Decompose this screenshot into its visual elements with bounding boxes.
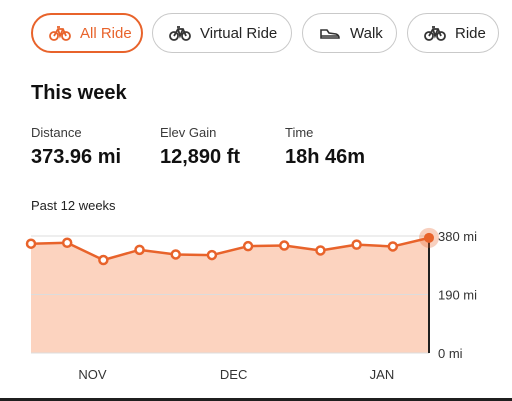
data-point: [61, 237, 73, 249]
section-heading: This week: [31, 82, 127, 104]
time-label: Time: [285, 125, 314, 140]
data-point: [170, 249, 181, 260]
x-tick-label: DEC: [220, 367, 247, 382]
y-tick-label: 380 mi: [438, 229, 477, 244]
shoe-icon: [319, 25, 341, 41]
data-point: [315, 245, 326, 256]
data-point: [206, 249, 218, 261]
data-point: [134, 244, 145, 256]
data-point: [351, 239, 362, 250]
filter-chip-virtual-ride[interactable]: Virtual Ride: [152, 13, 292, 53]
area-fill: [31, 237, 429, 353]
distance-value: 373.96 mi: [31, 146, 122, 168]
distance-label: Distance: [31, 125, 82, 140]
data-point: [424, 232, 434, 243]
bike-icon: [49, 25, 71, 41]
series-line: [30, 236, 430, 262]
data-point: [242, 240, 254, 252]
filter-chip-label: All Ride: [80, 24, 132, 42]
time-value: 18h 46m: [285, 146, 366, 168]
data-point: [25, 238, 37, 249]
bike-icon: [424, 25, 446, 41]
filter-chip-all-ride[interactable]: All Ride: [31, 13, 143, 53]
filter-chip-label: Virtual Ride: [200, 24, 278, 42]
bottom-divider: [0, 398, 512, 401]
x-tick-label: NOV: [78, 367, 107, 382]
filter-chip-label: Ride: [455, 24, 486, 42]
y-tick-label: 190 mi: [438, 288, 477, 303]
data-point: [98, 254, 109, 266]
filter-chip-label: Walk: [350, 24, 383, 42]
weekly-distance-chart: 380 mi 190 mi 0 mi NOV DEC JAN: [25, 227, 477, 382]
period-label: Past 12 weeks: [31, 198, 116, 213]
x-tick-label: JAN: [370, 367, 395, 382]
filter-chip-ride[interactable]: Ride: [407, 13, 499, 53]
data-point: [387, 241, 399, 252]
filter-chip-walk[interactable]: Walk: [302, 13, 397, 53]
elev-gain-label: Elev Gain: [160, 125, 217, 140]
activity-filter-bar: All Ride Virtual Ride Walk Ride: [0, 13, 512, 55]
y-tick-label: 0 mi: [438, 346, 463, 361]
elev-gain-value: 12,890 ft: [160, 146, 241, 168]
bike-icon: [169, 25, 191, 41]
data-point: [279, 240, 290, 251]
